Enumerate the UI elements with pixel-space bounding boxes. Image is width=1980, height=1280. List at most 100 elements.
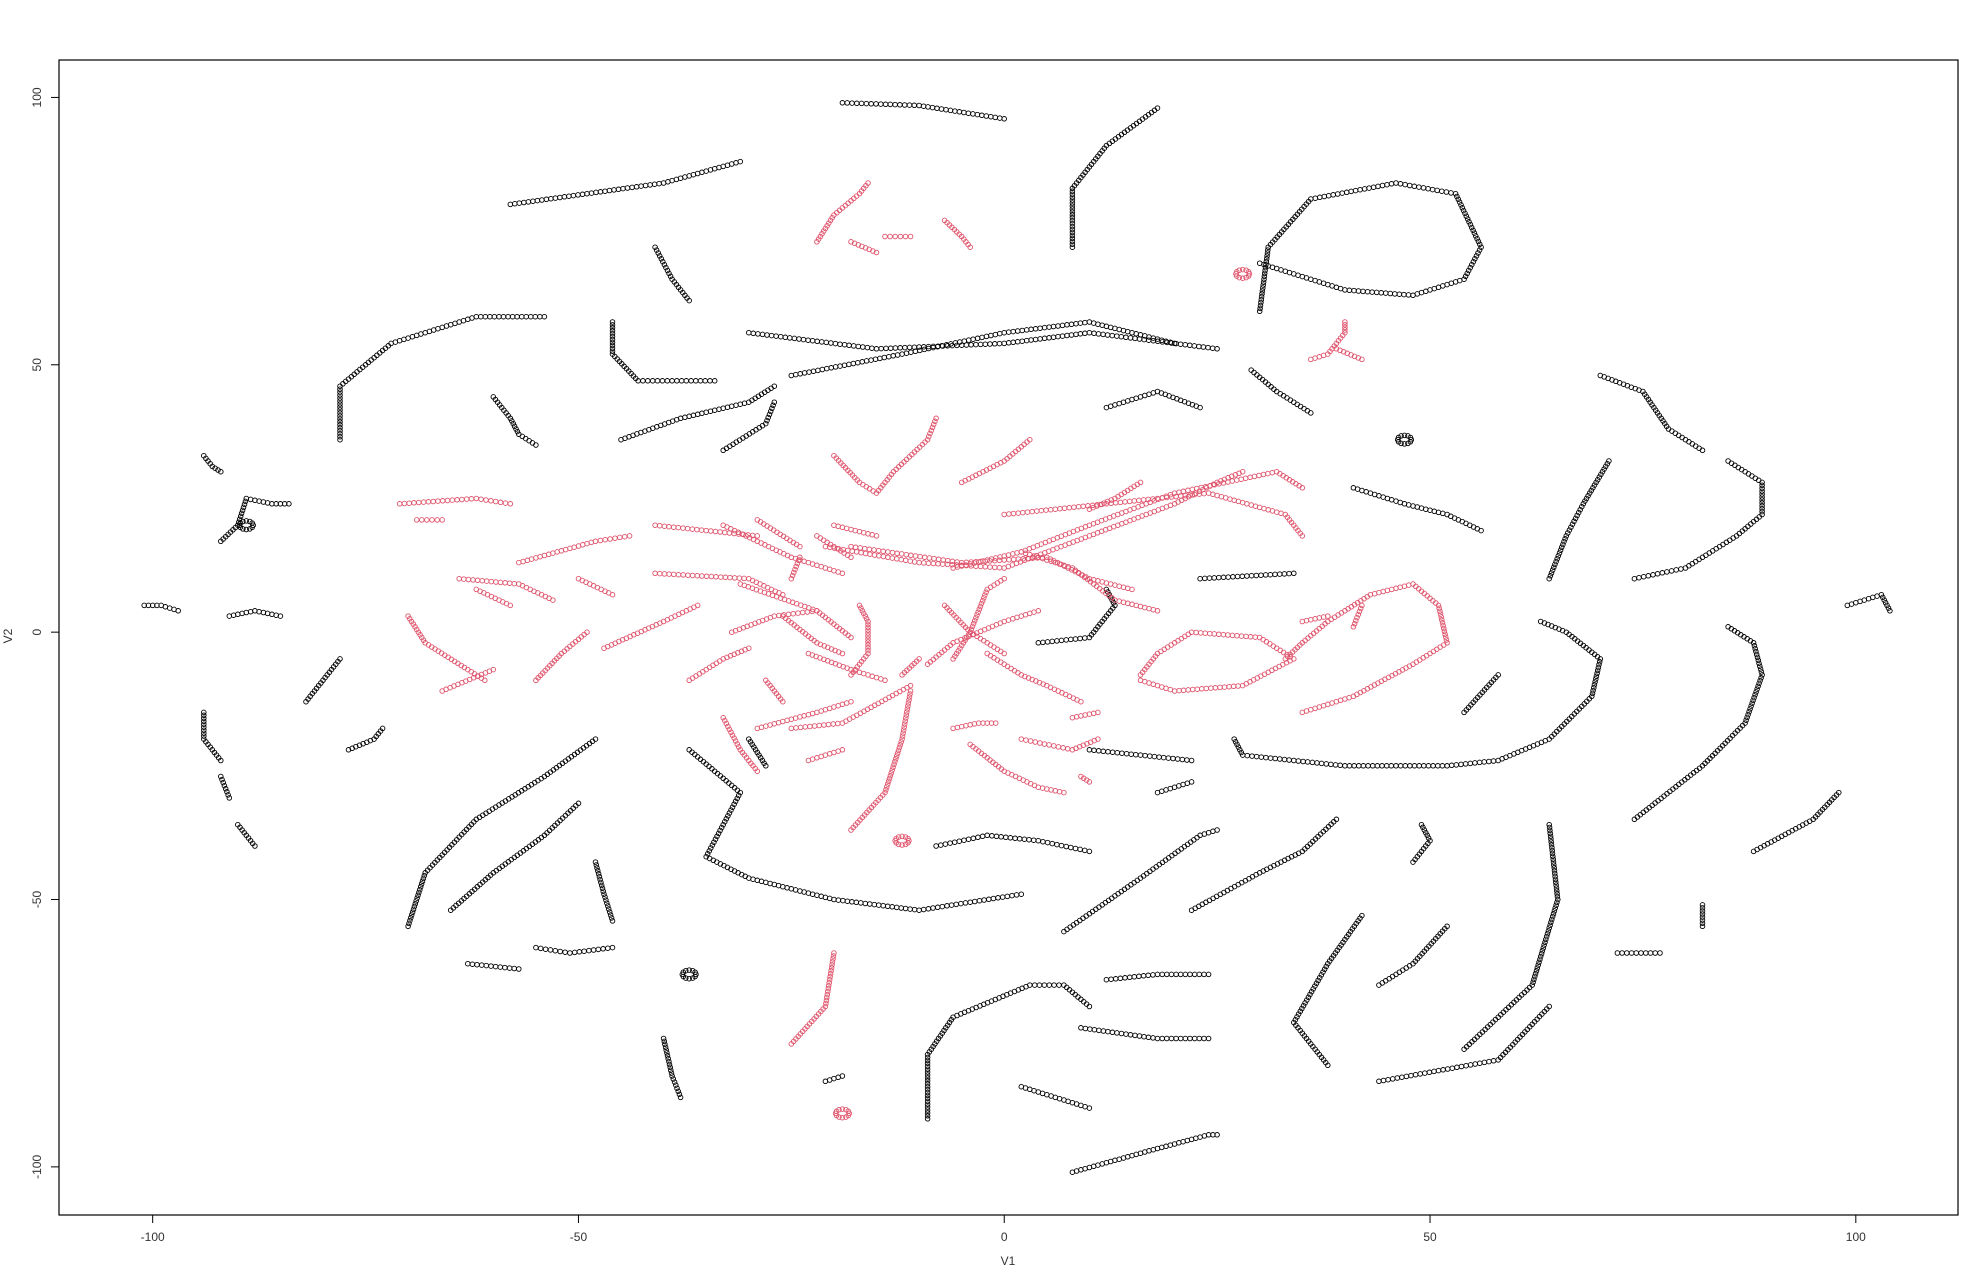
data-point [1044,639,1051,645]
data-point [1016,836,1023,842]
data-point [891,761,897,768]
data-point [1299,1005,1305,1012]
data-point [1476,247,1483,253]
data-point [876,553,882,559]
data-point [1388,586,1395,593]
data-point [1323,761,1330,767]
data-point [1056,788,1063,795]
data-point [521,199,527,206]
data-point [1177,971,1184,978]
data-point [608,915,615,921]
data-point [1145,972,1151,979]
data-point [1575,509,1582,516]
data-point [1132,335,1138,342]
data-point [698,527,705,533]
data-point [1551,865,1557,871]
data-point [465,576,472,583]
data-point [1034,508,1040,514]
data-point [1355,611,1362,618]
data-point [886,775,893,782]
data-point [1010,510,1017,517]
y-tick-label: 50 [30,358,44,372]
data-point [1230,683,1237,690]
data-point [854,100,860,107]
data-point [1553,879,1559,885]
data-point [240,504,247,511]
data-point [828,340,834,346]
data-point [839,747,846,753]
data-point [661,1038,668,1045]
data-point [1725,624,1731,630]
data-point [976,606,983,613]
data-point [1538,950,1545,957]
data-point [1402,763,1409,769]
data-point [1010,556,1017,563]
data-point [878,345,884,352]
data-point [1014,328,1021,334]
data-point [722,574,729,581]
data-point [1069,200,1076,206]
data-point [1308,410,1314,416]
data-point [1553,558,1559,565]
data-point [1359,356,1365,363]
data-point [924,1110,931,1116]
data-point [668,1070,675,1076]
data-point [1438,614,1444,620]
data-point [1127,1032,1134,1038]
data-point [673,1082,679,1088]
data-point [638,183,644,189]
data-point [893,904,900,911]
data-point [858,549,864,556]
data-point [434,517,440,523]
data-point [1431,1068,1437,1075]
data-point [924,1113,931,1119]
data-point [337,430,343,437]
data-point [1165,755,1172,761]
data-point [805,337,811,343]
data-point [1410,859,1416,865]
data-point [1136,497,1142,504]
data-point [904,709,910,715]
points-layer [141,100,1893,1175]
data-point [1023,337,1030,344]
data-point [413,626,420,633]
data-point [1359,602,1365,609]
data-point [1439,619,1446,626]
data-point [201,712,207,719]
x-tick-label: -100 [141,1230,165,1244]
data-point [454,497,460,503]
data-point [764,332,770,338]
data-point [1371,590,1378,597]
data-point [1759,497,1765,503]
data-point [1277,756,1283,762]
data-point [1471,230,1478,236]
data-point [1752,691,1758,698]
data-point [269,611,275,618]
data-point [1209,345,1216,351]
data-point [1606,458,1612,464]
data-point [1150,1035,1156,1041]
data-point [1598,471,1604,478]
data-point [1554,893,1561,900]
data-point [1023,737,1029,743]
data-point [1411,183,1418,190]
data-point [1001,650,1007,657]
data-point [1069,232,1076,239]
data-point [836,1114,842,1120]
data-point [595,868,601,874]
data-point [1552,873,1558,880]
data-point [1325,192,1332,199]
data-point [958,642,965,649]
data-point [832,364,839,370]
data-point [1056,982,1062,988]
data-point [1532,970,1539,977]
data-point [663,1047,669,1053]
data-point [1378,290,1384,296]
data-point [1041,324,1048,331]
data-point [1077,331,1084,337]
data-point [926,433,932,440]
data-point [1072,845,1079,852]
data-point [1260,282,1266,288]
data-point [1478,244,1484,250]
